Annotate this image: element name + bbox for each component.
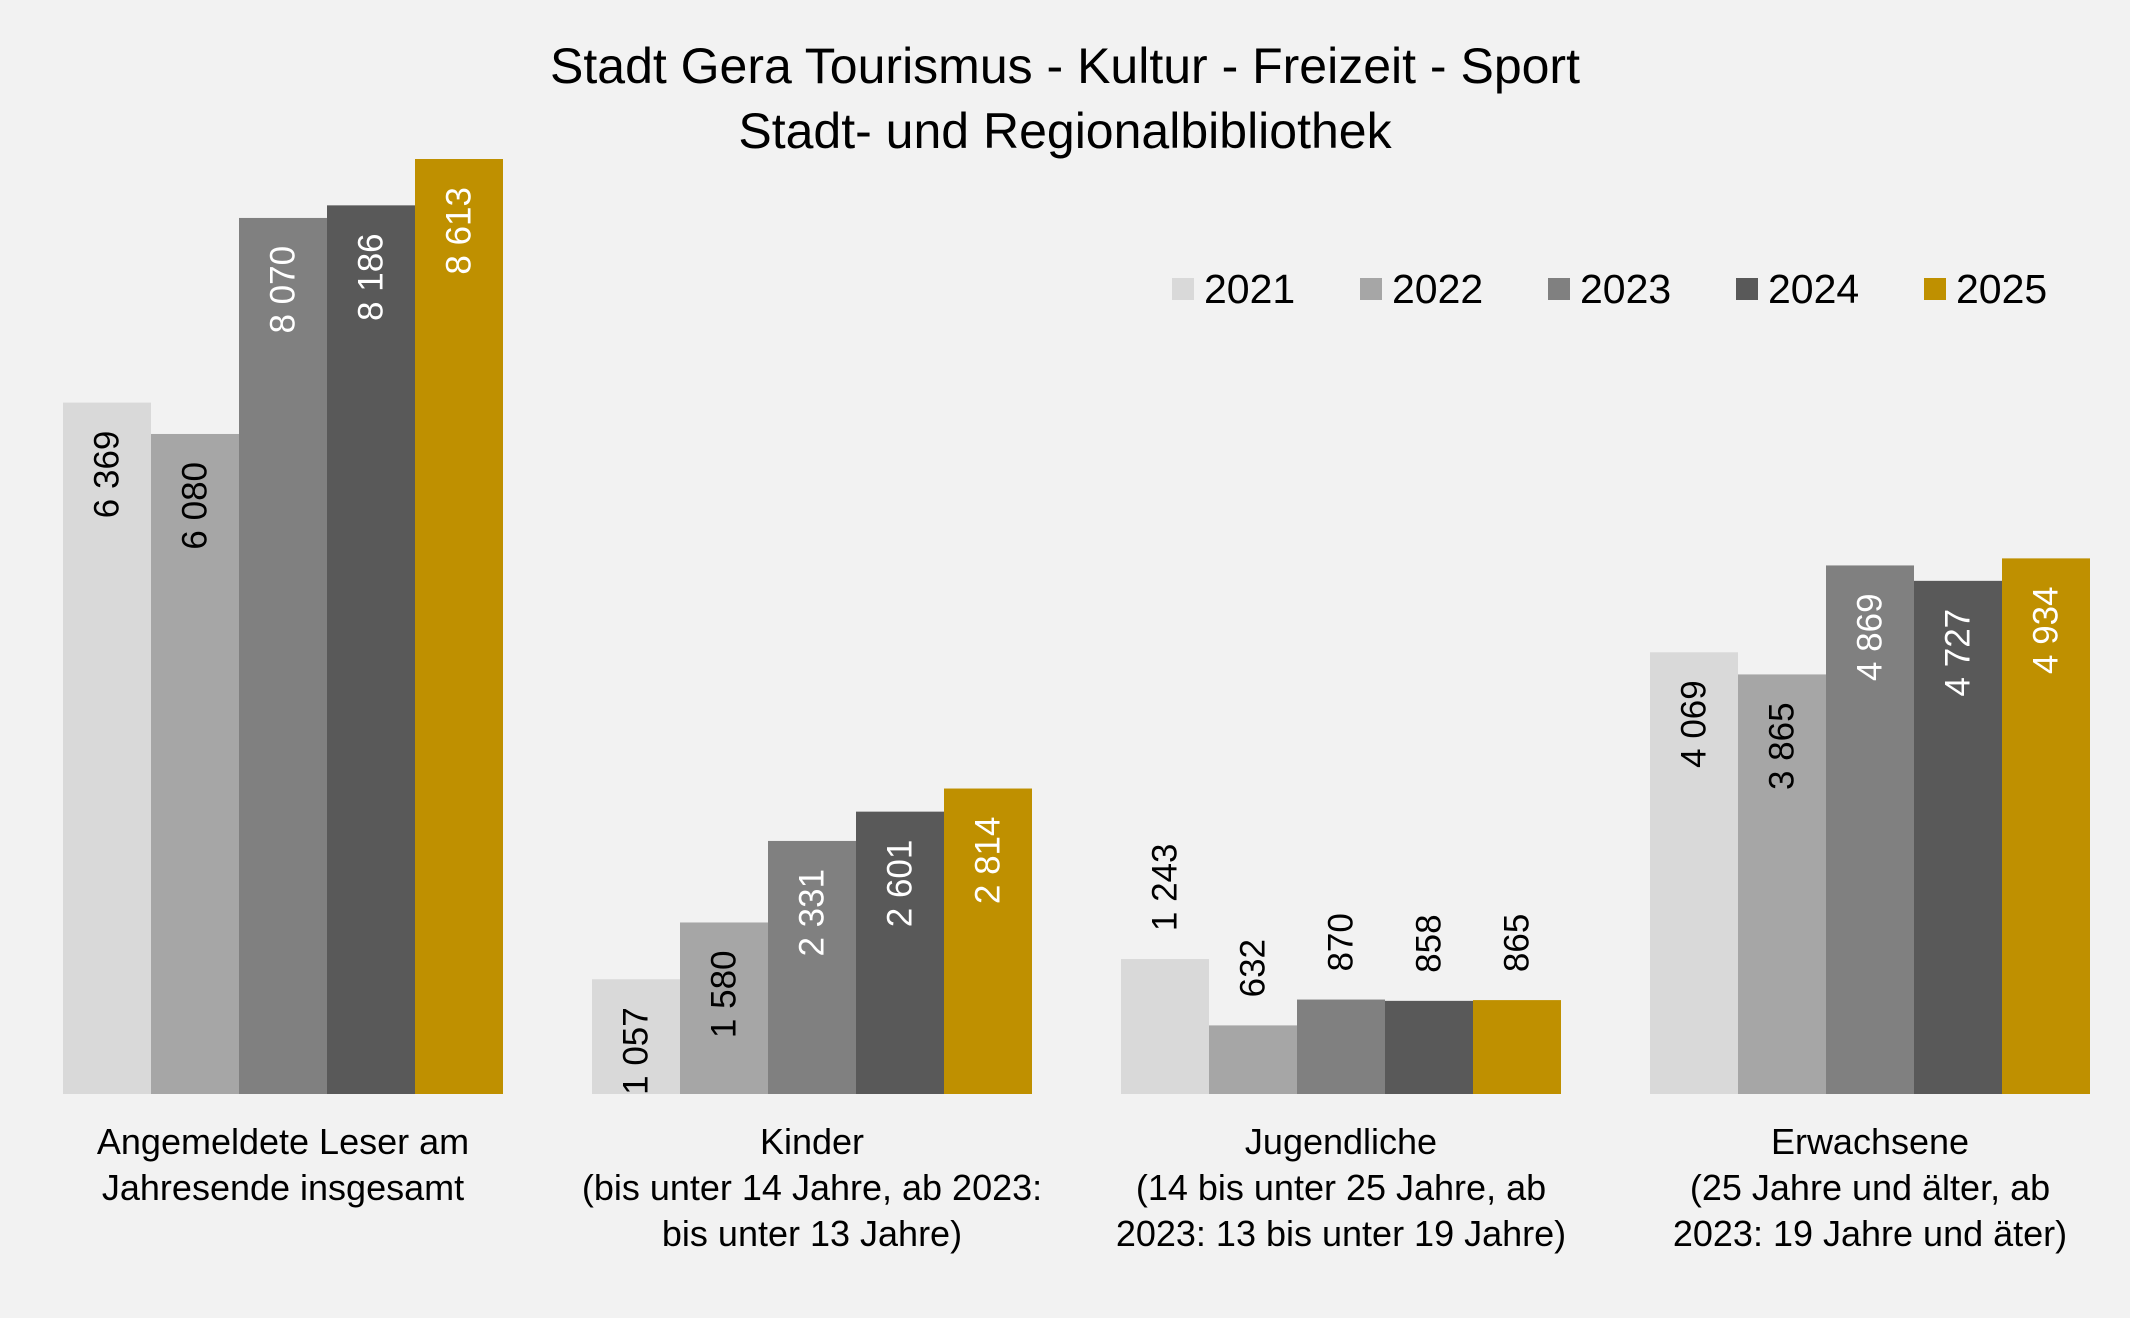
category-label-3-line-0: Erwachsene xyxy=(1771,1121,1969,1162)
legend-swatch-2025 xyxy=(1924,278,1946,300)
value-label-2022-cat-1: 1 580 xyxy=(705,950,744,1038)
legend-label-2025: 2025 xyxy=(1956,266,2047,312)
value-label-2023-cat-0: 8 070 xyxy=(264,246,303,334)
bar-2022-cat-2 xyxy=(1209,1025,1297,1094)
value-label-2025-cat-2: 865 xyxy=(1498,914,1537,972)
bar-2021-cat-1 xyxy=(592,979,680,1094)
value-label-2024-cat-2: 858 xyxy=(1410,914,1449,972)
legend-swatch-2024 xyxy=(1736,278,1758,300)
bar-2024-cat-2 xyxy=(1385,1000,1473,1094)
value-label-2021-cat-2: 1 243 xyxy=(1146,843,1185,931)
category-label-1-line-2: bis unter 13 Jahre) xyxy=(662,1213,962,1254)
bar-2025-cat-0 xyxy=(415,159,503,1094)
bar-2021-cat-0 xyxy=(63,402,151,1094)
bars-layer xyxy=(63,159,2090,1095)
bar-2023-cat-1 xyxy=(768,840,856,1094)
category-label-2-line-2: 2023: 13 bis unter 19 Jahre) xyxy=(1116,1213,1566,1254)
legend-label-2021: 2021 xyxy=(1204,266,1295,312)
bar-2025-cat-2 xyxy=(1473,1000,1561,1094)
value-label-2021-cat-1: 1 057 xyxy=(617,1007,656,1095)
category-label-2-line-0: Jugendliche xyxy=(1245,1121,1437,1162)
legend-swatch-2023 xyxy=(1548,278,1570,300)
bar-2024-cat-1 xyxy=(856,811,944,1094)
category-label-1-line-0: Kinder xyxy=(760,1121,864,1162)
value-label-2023-cat-1: 2 331 xyxy=(793,869,832,957)
value-label-2021-cat-0: 6 369 xyxy=(88,431,127,519)
category-label-0-line-0: Angemeldete Leser am xyxy=(97,1121,469,1162)
legend-label-2024: 2024 xyxy=(1768,266,1859,312)
bar-2025-cat-1 xyxy=(944,788,1032,1094)
value-label-2024-cat-3: 4 727 xyxy=(1939,609,1978,697)
bar-2023-cat-0 xyxy=(239,217,327,1095)
bar-2022-cat-1 xyxy=(680,922,768,1094)
value-label-2022-cat-3: 3 865 xyxy=(1763,702,1802,790)
category-label-3-line-2: 2023: 19 Jahre und äter) xyxy=(1673,1213,2067,1254)
legend-swatch-2022 xyxy=(1360,278,1382,300)
bar-2023-cat-3 xyxy=(1826,565,1914,1094)
category-label-3-line-1: (25 Jahre und älter, ab xyxy=(1690,1167,2050,1208)
value-label-2024-cat-1: 2 601 xyxy=(881,840,920,928)
legend-label-2023: 2023 xyxy=(1580,266,1671,312)
legend: 2021 2022 2023 2024 2025 xyxy=(1172,266,2047,312)
bar-2024-cat-0 xyxy=(327,205,415,1095)
bar-2025-cat-3 xyxy=(2002,558,2090,1094)
chart-title-line-2: Stadt- und Regionalbibliothek xyxy=(738,103,1392,159)
value-labels-layer: 6 369 6 080 8 070 8 186 8 613 1 057 1 580 2 331… xyxy=(88,187,2066,1095)
value-label-2025-cat-1: 2 814 xyxy=(969,817,1008,905)
category-label-0-line-1: Jahresende insgesamt xyxy=(102,1167,464,1208)
legend-label-2022: 2022 xyxy=(1392,266,1483,312)
bar-2023-cat-2 xyxy=(1297,999,1385,1094)
value-label-2021-cat-3: 4 069 xyxy=(1675,680,1714,768)
value-label-2023-cat-3: 4 869 xyxy=(1851,593,1890,681)
value-label-2022-cat-2: 632 xyxy=(1234,939,1273,997)
value-label-2023-cat-2: 870 xyxy=(1322,913,1361,971)
bar-2022-cat-3 xyxy=(1738,674,1826,1094)
chart-title-line-1: Stadt Gera Tourismus - Kultur - Freizeit… xyxy=(550,38,1580,94)
bar-2024-cat-3 xyxy=(1914,580,2002,1094)
bar-2021-cat-2 xyxy=(1121,959,1209,1094)
category-label-2-line-1: (14 bis unter 25 Jahre, ab xyxy=(1136,1167,1546,1208)
category-labels-layer: Angemeldete Leser am Jahresende insgesamt… xyxy=(97,1121,2067,1254)
value-label-2025-cat-0: 8 613 xyxy=(440,187,479,275)
value-label-2025-cat-3: 4 934 xyxy=(2027,586,2066,674)
legend-swatch-2021 xyxy=(1172,278,1194,300)
bar-2022-cat-0 xyxy=(151,433,239,1094)
category-label-1-line-1: (bis unter 14 Jahre, ab 2023: xyxy=(582,1167,1042,1208)
bar-2021-cat-3 xyxy=(1650,652,1738,1094)
value-label-2024-cat-0: 8 186 xyxy=(352,233,391,321)
value-label-2022-cat-0: 6 080 xyxy=(176,462,215,550)
